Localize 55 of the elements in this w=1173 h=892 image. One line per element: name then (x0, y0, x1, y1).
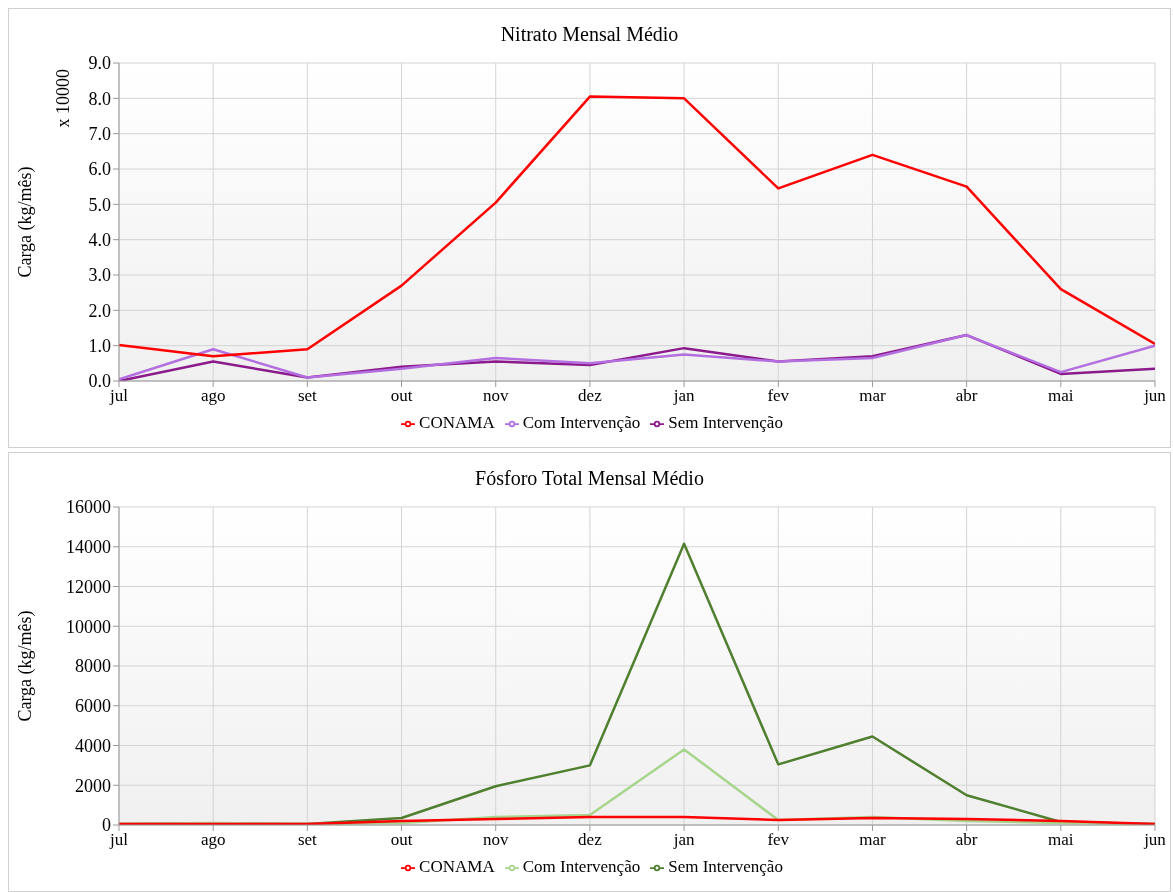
y-tick-label: 1.0 (88, 336, 111, 357)
y-tick-label: 5.0 (88, 194, 111, 215)
x-tick-label: dez (578, 830, 603, 850)
text: x 10000 (53, 69, 74, 128)
x-tick-label: fev (767, 386, 790, 406)
x-tick-label: mar (859, 386, 886, 406)
legend-label: Sem Intervenção (668, 413, 783, 432)
x-tick-label: abr (955, 386, 978, 406)
y-tick-label: 14000 (66, 537, 111, 558)
x-tick-label: jul (109, 830, 129, 850)
y-tick-label: 8.0 (88, 88, 111, 109)
y-axis-title: Carga (kg/mês) (15, 166, 37, 278)
legend-label: Sem Intervenção (668, 857, 783, 876)
y-tick-label: 0.0 (88, 371, 111, 392)
x-tick-label: out (390, 830, 413, 850)
x-tick-label: mai (1048, 386, 1074, 406)
y-tick-label: 2000 (75, 775, 111, 796)
x-tick-label: jan (672, 830, 695, 850)
y-tick-label: 2.0 (88, 300, 111, 321)
x-tick-label: ago (200, 386, 226, 406)
line-series (119, 95, 1155, 358)
y-tick-label: 4.0 (88, 230, 111, 251)
x-tick-label: jan (672, 386, 695, 406)
x-tick-label: out (390, 386, 413, 406)
chart-title: Fósforo Total Mensal Médio (474, 466, 705, 491)
y-tick-label: 0 (102, 815, 111, 836)
x-tick-label: dez (578, 386, 603, 406)
x-tick-label: nov (482, 386, 509, 406)
y-axis-title: Carga (kg/mês) (15, 610, 37, 722)
x-tick-label: nov (482, 830, 509, 850)
x-tick-label: mai (1048, 830, 1074, 850)
x-tick-label: ago (200, 830, 226, 850)
y-tick-label: 9.0 (88, 53, 111, 74)
y-tick-label: 6000 (75, 696, 111, 717)
chart-title: Nitrato Mensal Médio (499, 22, 680, 47)
legend-label: Com Intervenção (522, 413, 641, 432)
x-tick-label: fev (767, 830, 790, 850)
y-tick-label: 8000 (75, 656, 111, 677)
legend-label: CONAMA (419, 413, 495, 432)
x-tick-label: set (297, 386, 318, 406)
x-tick-label: set (297, 830, 318, 850)
legend-label: CONAMA (419, 857, 495, 876)
y-tick-label: 12000 (66, 576, 111, 597)
y-tick-label: 6.0 (88, 159, 111, 180)
x-tick-label: jun (1143, 386, 1167, 406)
y-tick-label: 4000 (75, 735, 111, 756)
x-tick-label: jun (1143, 830, 1167, 850)
y-tick-label: 7.0 (88, 124, 111, 145)
x-tick-label: mar (859, 830, 886, 850)
y-tick-label: 3.0 (88, 265, 111, 286)
y-tick-label: 10000 (66, 616, 111, 637)
y-tick-label: 16000 (66, 497, 111, 518)
x-tick-label: abr (955, 830, 978, 850)
x-tick-label: jul (109, 386, 129, 406)
legend-label: Com Intervenção (522, 857, 641, 876)
